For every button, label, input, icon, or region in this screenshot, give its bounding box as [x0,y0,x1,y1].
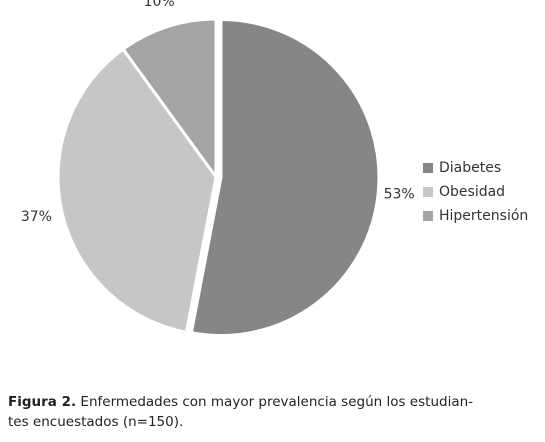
pie-slice [121,17,218,182]
value-label: 37% [21,209,52,225]
chart: 53% 37% 10% Diabetes Obesidad Hipertensión [21,0,528,337]
legend-swatch [423,187,433,197]
value-label: 10% [144,0,175,10]
pie-slice [189,17,381,337]
legend-swatch [423,163,433,173]
caption-label: Figura 2. [8,394,77,410]
legend-label: Diabetes [439,160,501,176]
legend-label: Obesidad [439,184,505,200]
value-label: 53% [384,186,415,202]
caption: Figura 2. Enfermedades con mayor prevale… [8,392,538,432]
legend-label: Hipertensión [439,208,528,224]
legend-swatch [423,211,433,221]
pie-slice [56,47,218,334]
caption-line: tes encuestados (n=150). [8,414,184,430]
caption-line: Enfermedades con mayor prevalencia según… [80,394,474,410]
